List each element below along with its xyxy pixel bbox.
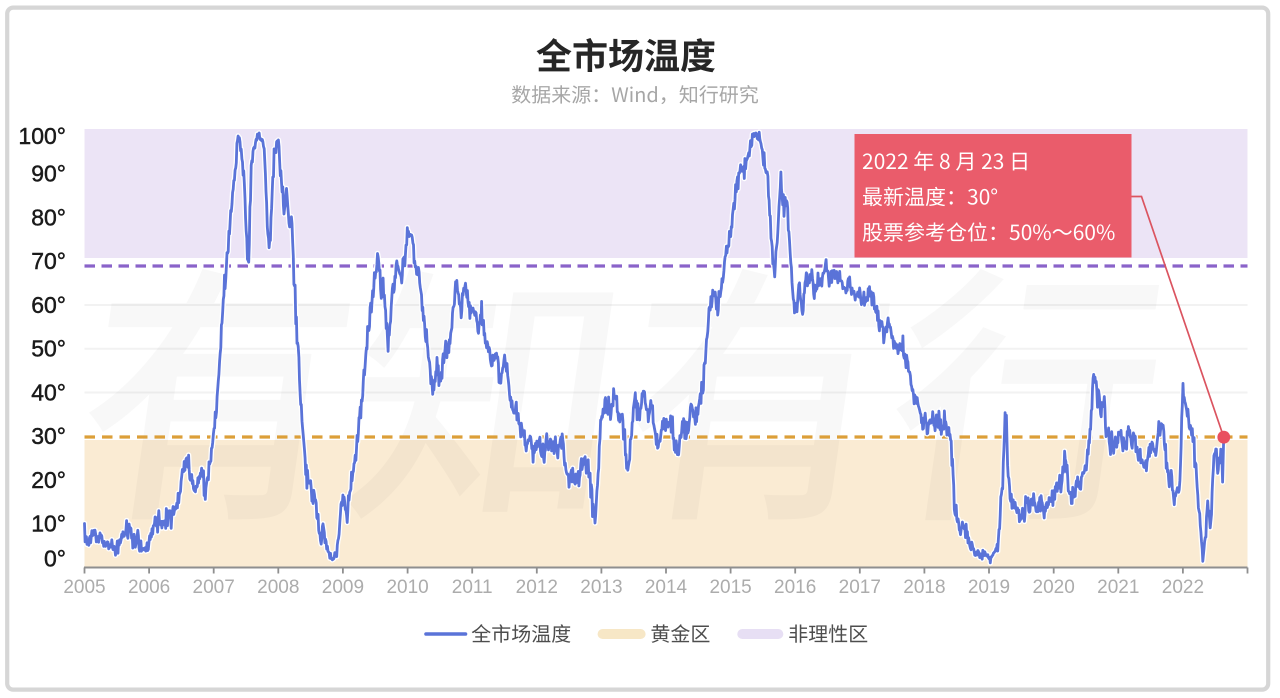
svg-text:2020: 2020 bbox=[1033, 577, 1075, 598]
svg-text:20°: 20° bbox=[31, 467, 66, 493]
svg-text:2016: 2016 bbox=[774, 577, 816, 598]
svg-text:100°: 100° bbox=[18, 123, 66, 149]
svg-text:2010: 2010 bbox=[386, 577, 428, 598]
svg-text:2017: 2017 bbox=[839, 577, 881, 598]
svg-text:2005: 2005 bbox=[63, 577, 105, 598]
svg-text:90°: 90° bbox=[31, 161, 66, 187]
svg-text:2019: 2019 bbox=[968, 577, 1010, 598]
svg-text:2009: 2009 bbox=[322, 577, 364, 598]
svg-text:2012: 2012 bbox=[516, 577, 558, 598]
svg-text:2021: 2021 bbox=[1097, 577, 1139, 598]
svg-text:2006: 2006 bbox=[128, 577, 170, 598]
svg-text:2018: 2018 bbox=[903, 577, 945, 598]
svg-text:10°: 10° bbox=[31, 511, 66, 537]
svg-text:30°: 30° bbox=[31, 423, 66, 449]
svg-text:2008: 2008 bbox=[257, 577, 299, 598]
svg-text:40°: 40° bbox=[31, 379, 66, 405]
svg-text:2007: 2007 bbox=[193, 577, 235, 598]
svg-text:50°: 50° bbox=[31, 336, 66, 362]
svg-text:70°: 70° bbox=[31, 248, 66, 274]
svg-text:2013: 2013 bbox=[580, 577, 622, 598]
svg-text:60°: 60° bbox=[31, 292, 66, 318]
svg-text:0°: 0° bbox=[44, 546, 66, 572]
svg-text:2011: 2011 bbox=[452, 577, 493, 598]
svg-text:80°: 80° bbox=[31, 204, 66, 230]
svg-text:2022: 2022 bbox=[1162, 577, 1204, 598]
svg-text:2015: 2015 bbox=[709, 577, 751, 598]
svg-text:2014: 2014 bbox=[645, 577, 688, 598]
